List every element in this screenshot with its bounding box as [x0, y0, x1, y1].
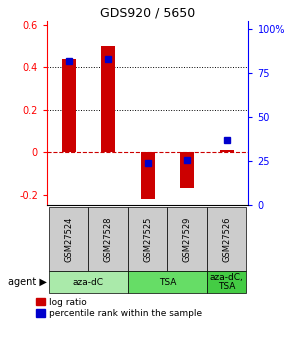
Text: aza-dC,
TSA: aza-dC, TSA — [210, 273, 244, 292]
Legend: log ratio, percentile rank within the sample: log ratio, percentile rank within the sa… — [36, 298, 202, 318]
Text: GSM27528: GSM27528 — [104, 216, 113, 262]
Bar — [207, 207, 246, 271]
Bar — [88, 207, 128, 271]
Bar — [128, 271, 207, 293]
Bar — [220, 150, 234, 152]
Text: TSA: TSA — [159, 277, 176, 287]
Text: agent ▶: agent ▶ — [8, 277, 46, 287]
Text: GSM27524: GSM27524 — [64, 216, 73, 262]
Bar — [49, 207, 88, 271]
Title: GDS920 / 5650: GDS920 / 5650 — [100, 7, 195, 20]
Bar — [128, 207, 168, 271]
Bar — [62, 59, 76, 152]
Bar — [101, 46, 115, 152]
Bar — [49, 271, 128, 293]
Text: GSM27529: GSM27529 — [183, 216, 192, 262]
Bar — [207, 271, 246, 293]
Text: aza-dC: aza-dC — [73, 277, 104, 287]
Text: GSM27525: GSM27525 — [143, 216, 152, 262]
Text: GSM27526: GSM27526 — [222, 216, 231, 262]
Bar — [180, 152, 194, 188]
Bar — [141, 152, 155, 199]
Bar — [168, 207, 207, 271]
